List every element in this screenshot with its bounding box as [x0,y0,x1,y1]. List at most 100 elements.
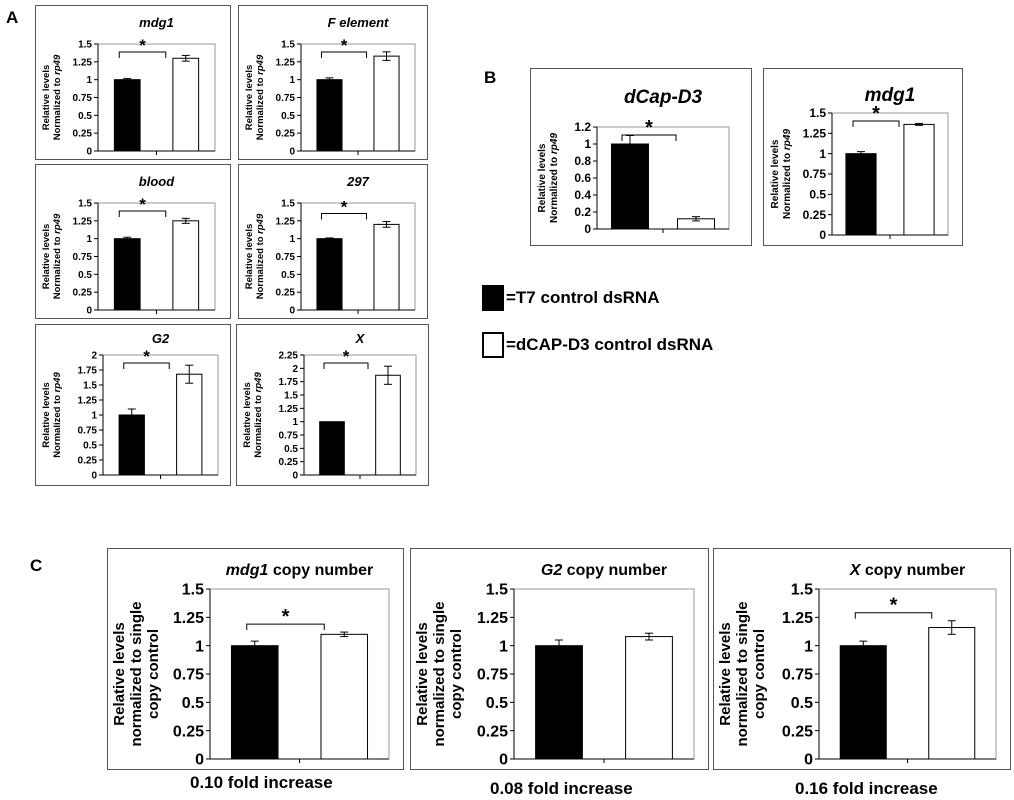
y-axis-label-gene: rp49 [52,372,63,393]
chart-title: mdg1 [139,15,174,30]
chart-b-mdg1: mdg1 0 0.25 0.5 0.75 1 1.25 1.5 Relative levels N… [763,68,963,246]
y-axis-label-text: Normalized to [549,154,560,223]
y-axis-label: Normalized to rp49 [255,54,266,140]
y-axis-label: Relative levels [41,65,52,131]
y-axis-label-gene: rp49 [782,129,793,151]
chart-title-suffix: copy number [268,562,373,579]
y-tick-label: 0.5 [83,441,97,452]
y-axis-label: Normalized to rp49 [549,133,560,223]
y-tick-label: 0 [195,752,204,769]
y-axis-label-gene: rp49 [255,213,266,234]
y-tick-label: 0 [819,228,826,242]
y-tick-label: 0.75 [73,252,93,263]
y-tick-label: 0.75 [279,431,299,442]
bar [113,238,141,311]
bar [118,414,145,476]
bar [373,223,400,311]
chart-title: X copy number [849,562,966,579]
bar [316,238,343,311]
y-axis-label: Normalized to rp49 [52,213,63,299]
y-tick-label: 1.25 [173,610,204,627]
y-tick-label: 1.5 [83,381,97,392]
bar [230,645,279,760]
chart-svg: dCap-D3 0 0.2 0.4 0.6 0.8 1 1.2 Relative levels N… [537,87,730,236]
y-axis-label: Normalized to rp49 [255,213,266,299]
y-tick-label: 0.5 [182,695,204,712]
y-axis-label: normalized to single [128,601,145,746]
y-axis-label: normalized to single [431,601,448,746]
y-tick-label: 0.25 [279,457,299,468]
chart-title-main: mdg1 [139,15,174,30]
y-tick-label: 0.5 [486,695,508,712]
y-axis-label: Relative levels [717,622,734,725]
y-tick-label: 1.5 [78,40,92,51]
y-tick-label: 0 [91,471,97,482]
y-axis-label: Relative levels [41,224,52,290]
y-axis-label: Relative levels [242,382,253,448]
significance-star: * [890,595,898,617]
y-tick-label: 1 [86,75,92,86]
y-tick-label: 1.25 [78,396,98,407]
y-tick-label: 0.25 [173,723,204,740]
chart-svg: X 0 0.25 0.5 0.75 1 1.25 1.5 1.75 2 2.25 Relative l… [242,331,417,482]
y-tick-label: 1.25 [73,57,93,68]
fold-label-x: 0.16 fold increase [795,779,938,798]
chart-title-main: X [355,331,366,346]
y-axis-label: Relative levels [537,143,548,212]
chart-svg: G2 copy number 0 0.25 0.5 0.75 1 1.25 1.5 Relati… [414,562,695,769]
y-tick-label: 0.25 [276,129,296,140]
bar [172,220,200,311]
legend-label: =T7 control dsRNA [506,288,660,307]
chart-title: mdg1 copy number [226,562,374,579]
chart-title-main: dCap-D3 [624,87,703,108]
chart-svg: mdg1 0 0.25 0.5 0.75 1 1.25 1.5 Relative levels N… [770,85,949,242]
y-axis-label-text: Normalized to [52,75,63,140]
bar [320,633,369,760]
bar [113,79,141,152]
y-tick-label: 1 [804,638,813,655]
y-tick-label: 0.75 [803,167,827,181]
y-tick-label: 1 [289,75,295,86]
y-axis-label: Relative levels [41,382,52,448]
y-axis-label: Normalized to rp49 [253,372,264,458]
y-tick-label: 2 [91,351,97,362]
significance-bracket [118,210,167,217]
y-tick-label: 0.25 [803,208,827,222]
chart-a-mdg1: mdg1 0 0.25 0.5 0.75 1 1.25 1.5 Relative levels N… [35,5,231,160]
significance-star: * [341,198,348,217]
y-tick-label: 1.25 [73,216,93,227]
legend-label: =dCAP-D3 control dsRNA [506,335,714,354]
y-tick-label: 0.6 [574,171,591,185]
y-axis-label: Relative levels [414,622,431,725]
y-tick-label: 1.25 [782,610,813,627]
y-tick-label: 2.25 [279,351,299,362]
y-axis-label: normalized to single [734,601,751,746]
chart-a-297: 297 0 0.25 0.5 0.75 1 1.25 1.5 Relative levels No… [238,164,428,319]
y-tick-label: 1.25 [477,610,508,627]
significance-star: * [341,36,348,55]
bar [845,153,877,236]
fold-label-mdg1: 0.10 fold increase [190,773,333,792]
y-tick-label: 1.5 [284,391,298,402]
y-tick-label: 1.5 [791,582,813,599]
chart-title-main: G2 [541,562,562,579]
y-axis-label-gene: rp49 [255,54,266,75]
chart-title-main: mdg1 [865,85,916,106]
legend-swatch-empty [482,332,504,358]
y-tick-label: 0.25 [782,723,813,740]
y-tick-label: 0.5 [281,270,295,281]
y-tick-label: 0 [584,222,591,236]
y-tick-label: 0 [289,147,295,158]
y-tick-label: 0.8 [574,154,591,168]
chart-title-main: F element [328,15,389,30]
significance-bracket [123,362,170,369]
bar [373,55,400,152]
y-tick-label: 0.4 [574,188,591,202]
y-tick-label: 1.5 [281,40,295,51]
y-tick-label: 0.5 [281,111,295,122]
y-tick-label: 1.2 [574,120,591,134]
y-axis-label: Normalized to rp49 [52,372,63,458]
y-axis-label-gene: rp49 [253,372,264,393]
y-tick-label: 1.5 [486,582,508,599]
significance-star: * [139,195,146,214]
